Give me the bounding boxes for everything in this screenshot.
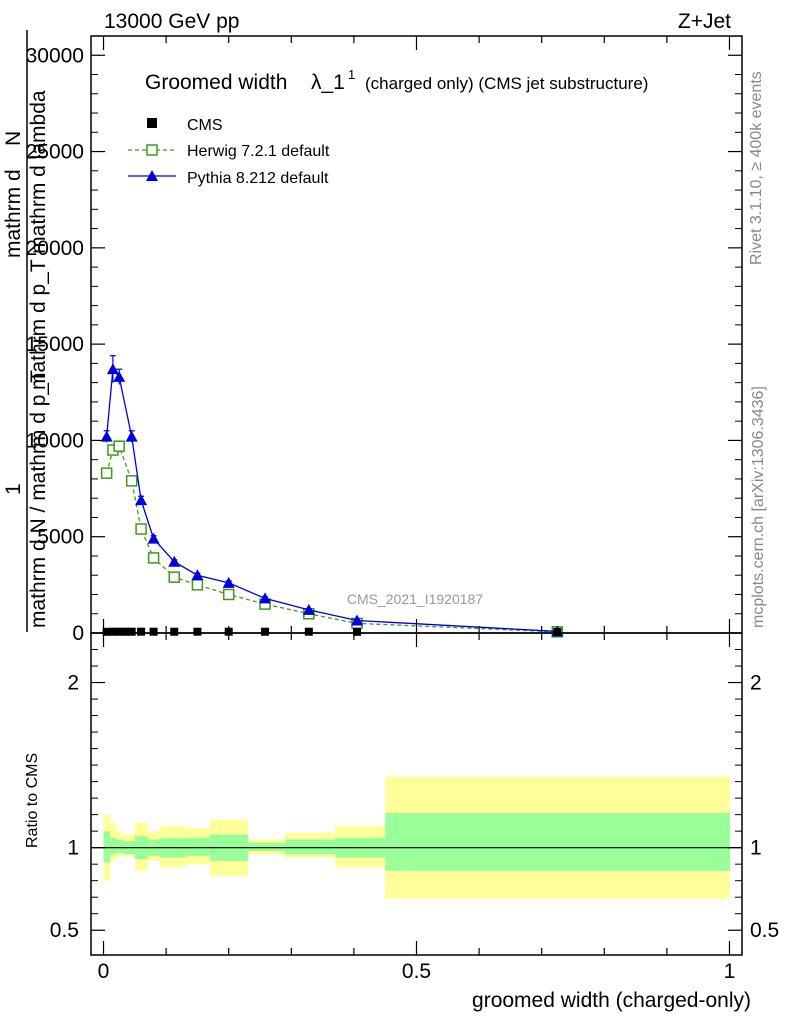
ratio-y-tick-label: 0.5 — [50, 919, 79, 942]
pythia-point — [106, 363, 119, 375]
y-tick-label: 30000 — [26, 44, 84, 67]
cms-point — [170, 627, 179, 636]
cms-point — [121, 627, 130, 636]
title-sup: 1 — [348, 67, 355, 82]
x-tick-label: 0.5 — [402, 960, 431, 983]
ratio-y-tick-label: 2 — [67, 672, 79, 695]
cms-point — [127, 627, 136, 636]
cms-point — [149, 627, 158, 636]
legend-marker-herwig — [146, 144, 158, 156]
pythia-point — [259, 592, 272, 604]
ratio-y-tick-label: 1 — [67, 837, 79, 860]
legend-marker-pythia — [146, 170, 158, 181]
y-tick-label: 15000 — [26, 333, 84, 356]
ratio-green-band — [285, 839, 336, 855]
cms-point — [304, 627, 313, 636]
cms-point — [193, 627, 202, 636]
ylabel-denominator: mathrm d N / mathrm d p_T — [27, 370, 50, 628]
x-tick-label: 0 — [98, 960, 110, 983]
pythia-point — [351, 614, 364, 626]
legend-marker-cms — [147, 118, 157, 128]
main-title: Groomed width λ_1 1 (charged only) (CMS … — [145, 67, 648, 94]
ratio-y-tick-label-right: 2 — [750, 672, 762, 695]
main-series — [100, 355, 564, 638]
ratio-bands — [91, 776, 742, 899]
ylabel-dptdl: mathrm d p_T mathrm d lambda — [27, 90, 50, 390]
pythia-point — [147, 532, 160, 544]
cms-point — [115, 627, 124, 636]
pythia-point — [302, 603, 315, 615]
ylabel-dn: mathrm d — [2, 169, 25, 258]
ratio-ylabel: Ratio to CMS — [24, 753, 41, 848]
herwig-point — [135, 523, 147, 535]
herwig-point — [125, 475, 138, 487]
ratio-green-band — [385, 812, 730, 871]
header-process: Z+Jet — [678, 10, 731, 33]
pythia-point — [168, 555, 181, 567]
mcplots-label: mcplots.cern.ch [arXiv:1306.3436] — [750, 386, 767, 628]
herwig-line — [106, 445, 558, 633]
pythia-point — [222, 576, 235, 588]
main-ylabel: mathrm d N mathrm d p_T mathrm d lambda … — [2, 30, 50, 632]
herwig-point — [147, 552, 160, 564]
ylabel-one: 1 — [2, 483, 25, 495]
title-lambda: λ_1 — [311, 71, 345, 94]
cms-point — [224, 627, 233, 636]
rivet-label: Rivet 3.1.10, ≥ 400k events — [748, 71, 765, 265]
pythia-point — [135, 494, 148, 506]
ratio-y-tick-label-right: 0.5 — [750, 919, 779, 942]
title-prefix: Groomed width — [145, 71, 287, 94]
herwig-point — [113, 440, 125, 452]
ratio-frame — [90, 632, 743, 956]
herwig-point — [191, 579, 204, 591]
y-tick-label: 25000 — [26, 141, 84, 164]
ratio-green-band — [103, 831, 111, 863]
legend: CMS Herwig 7.2.1 default Pythia 8.212 de… — [128, 117, 330, 187]
title-suffix: (charged only) (CMS jet substructure) — [365, 74, 648, 93]
ratio-green-band — [109, 837, 117, 855]
pythia-point — [100, 430, 113, 442]
cms-point — [353, 627, 362, 636]
x-axis-label: groomed width (charged-only) — [472, 989, 751, 1012]
pythia-point — [191, 569, 204, 581]
ratio-green-band — [116, 839, 123, 853]
analysis-watermark: CMS_2021_I1920187 — [347, 591, 483, 607]
main-axes: 0 5000 10000 15000 20000 25000 30000 — [26, 36, 742, 955]
legend-label-pythia: Pythia 8.212 default — [187, 170, 329, 187]
ylabel-n: N — [2, 131, 25, 146]
y-tick-label: 0 — [72, 622, 84, 645]
ratio-y-tick-label-right: 1 — [750, 837, 762, 860]
y-tick-label: 5000 — [37, 526, 84, 549]
legend-label-cms: CMS — [187, 117, 223, 134]
y-tick-label: 10000 — [26, 429, 84, 452]
x-tick-label: 1 — [724, 960, 736, 983]
header-energy: 13000 GeV pp — [104, 10, 239, 33]
herwig-point — [100, 467, 113, 479]
herwig-point — [168, 571, 181, 583]
cms-point — [261, 627, 270, 636]
ratio-green-band — [247, 842, 286, 851]
ratio-axes: 0.5 0.5 1 1 2 2 0 0.5 1 — [50, 649, 779, 983]
herwig-point — [222, 588, 235, 601]
ratio-green-band — [184, 837, 211, 856]
pythia-point — [125, 430, 138, 442]
cms-point — [137, 627, 146, 636]
y-tick-label: 20000 — [26, 237, 84, 260]
cms-point — [553, 627, 562, 636]
pythia-point — [113, 370, 126, 382]
cms-point — [102, 627, 111, 636]
legend-label-herwig: Herwig 7.2.1 default — [187, 143, 330, 160]
pythia-line — [106, 367, 558, 633]
cms-point — [108, 627, 117, 636]
